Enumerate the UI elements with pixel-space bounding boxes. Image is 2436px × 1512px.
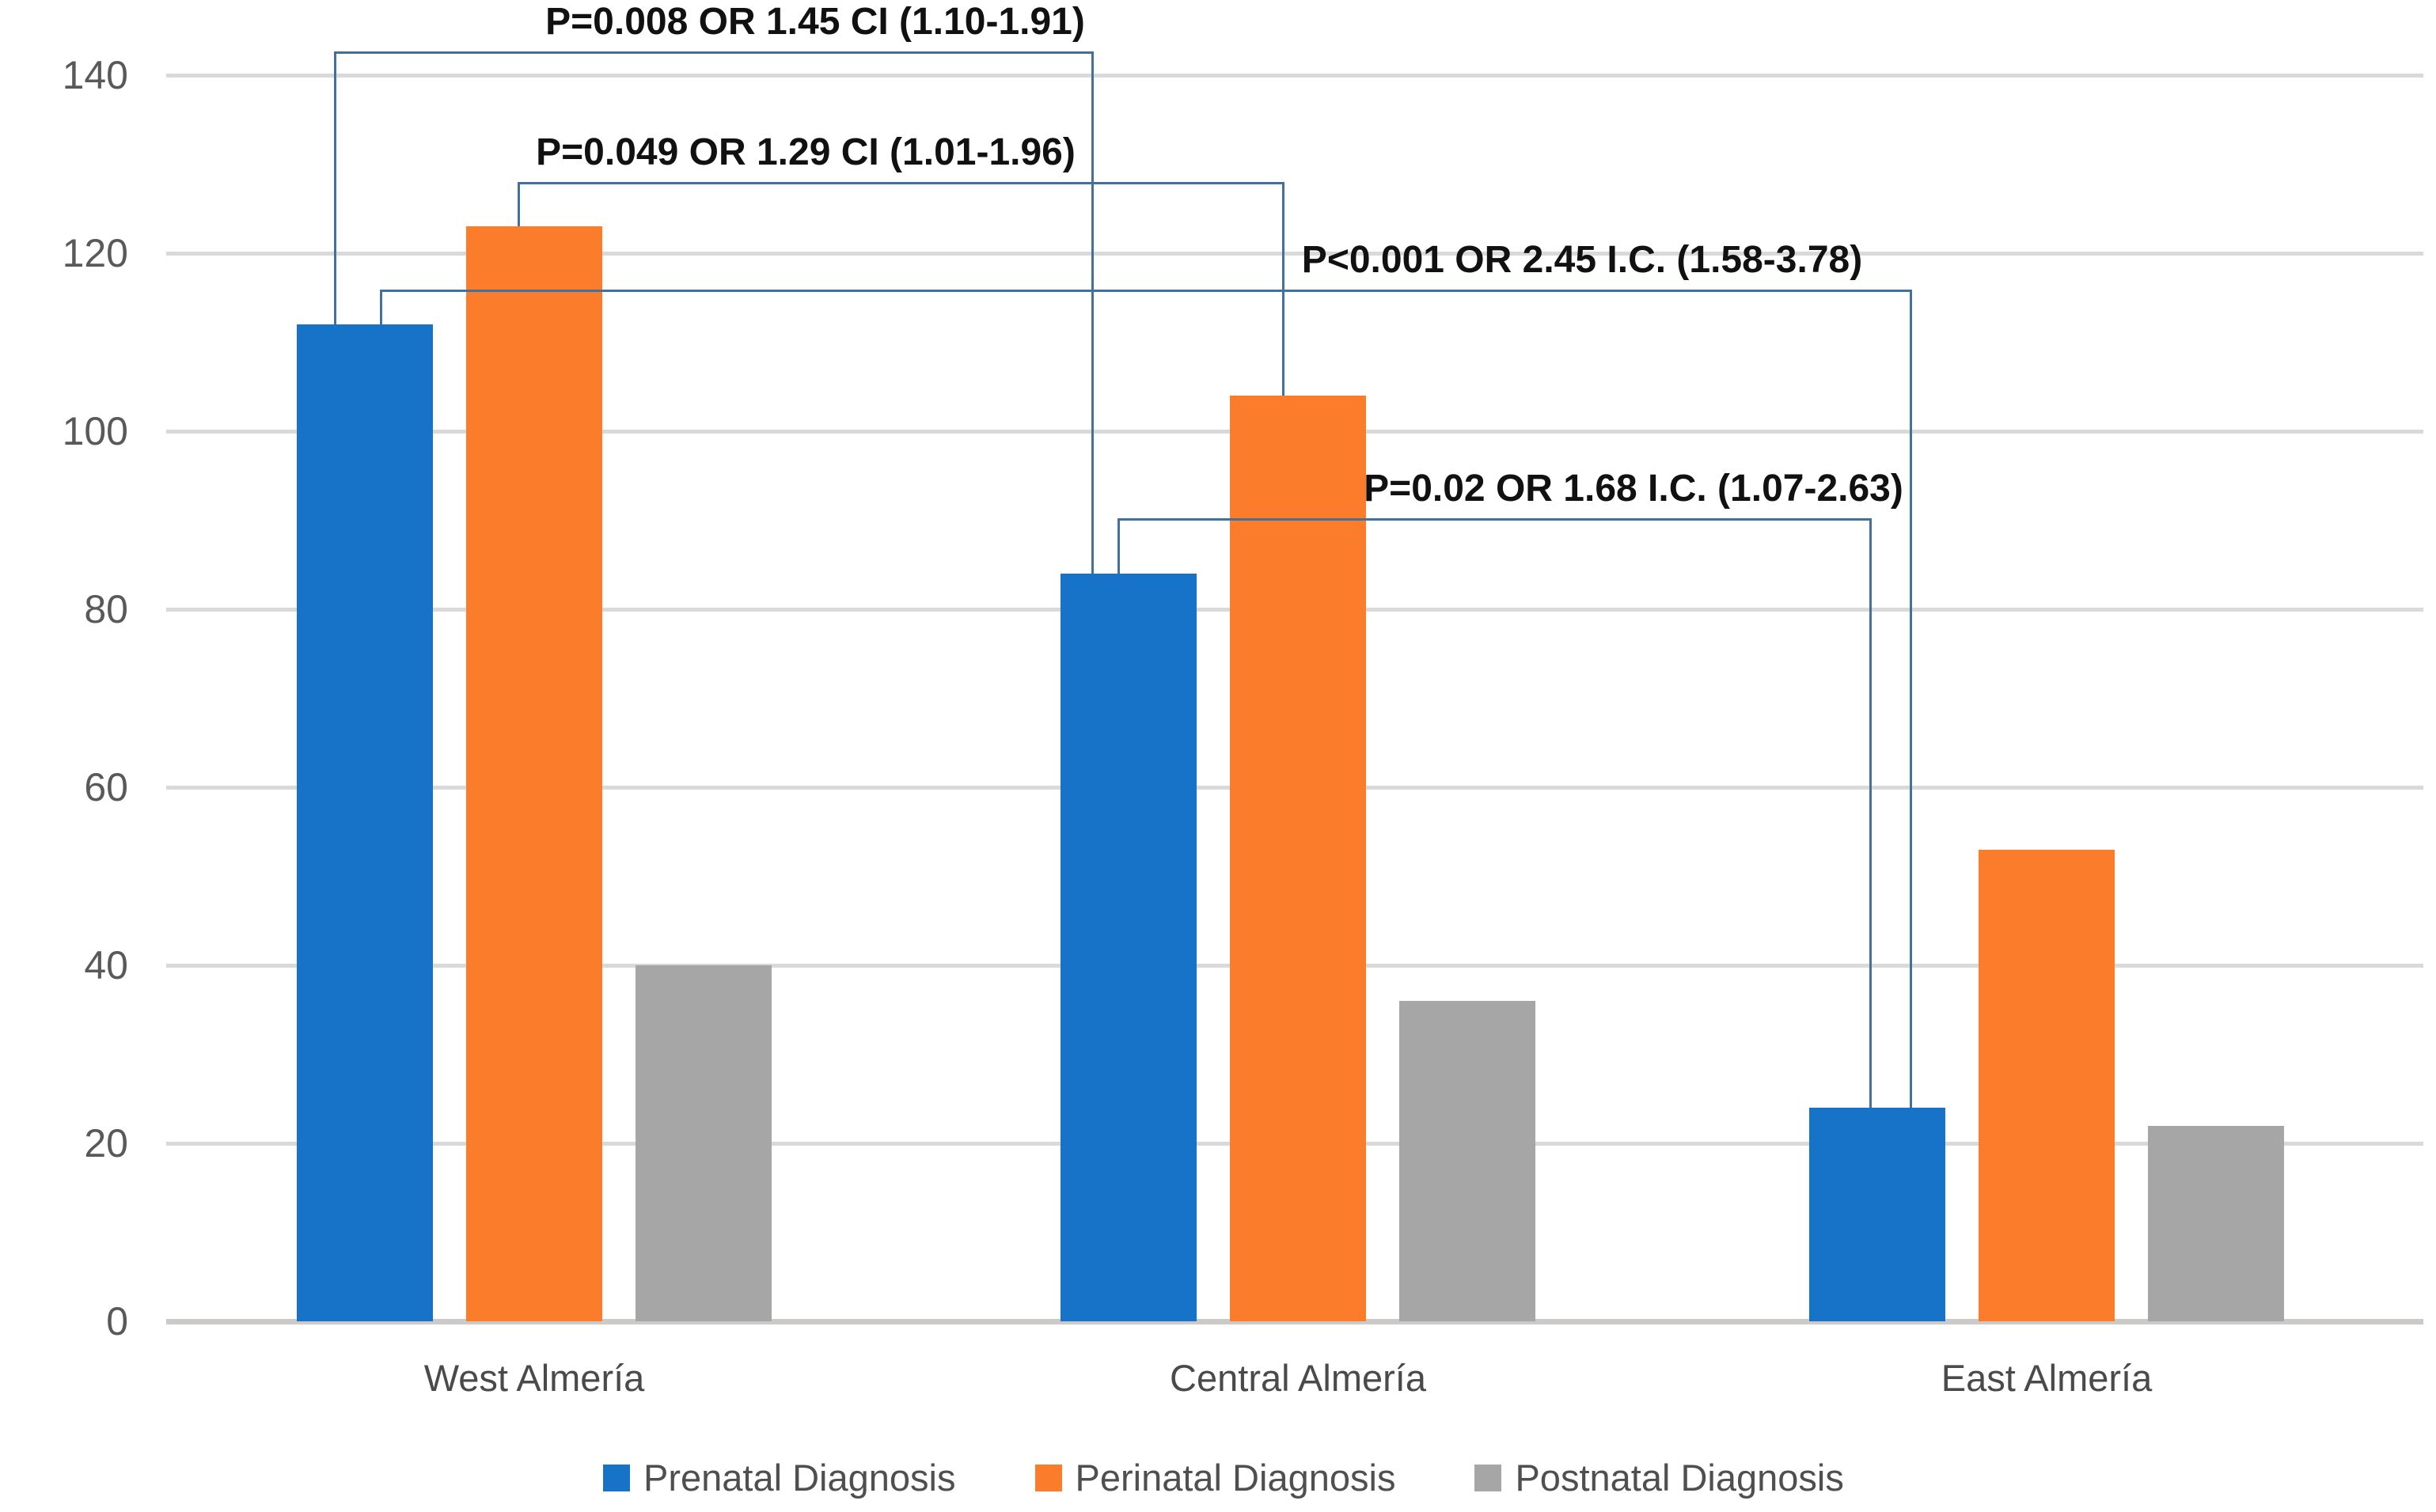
y-axis-tick-label-0: 0 bbox=[106, 1299, 128, 1343]
bar-perinatal-diagnosis-central-almer-a bbox=[1230, 396, 1366, 1321]
y-axis-tick-label-20: 20 bbox=[84, 1121, 128, 1165]
legend-label-prenatal-diagnosis: Prenatal Diagnosis bbox=[643, 1457, 956, 1499]
bar-prenatal-diagnosis-west-almer-a bbox=[297, 324, 433, 1321]
bar-perinatal-diagnosis-west-almer-a bbox=[466, 226, 602, 1321]
legend-item-perinatal-diagnosis: Perinatal Diagnosis bbox=[1034, 1456, 1396, 1500]
gridline-140 bbox=[166, 74, 2423, 78]
gridline-120 bbox=[166, 252, 2423, 256]
legend-swatch-perinatal-diagnosis bbox=[1034, 1465, 1062, 1491]
bar-perinatal-diagnosis-east-almer-a bbox=[1979, 849, 2115, 1321]
legend-item-postnatal-diagnosis: Postnatal Diagnosis bbox=[1474, 1456, 1844, 1500]
legend-swatch-prenatal-diagnosis bbox=[603, 1465, 630, 1491]
y-axis-tick-label-80: 80 bbox=[84, 587, 128, 631]
annotation-bracket-1-right-drop bbox=[1091, 51, 1094, 574]
bar-postnatal-diagnosis-west-almer-a bbox=[636, 965, 772, 1321]
annotation-bracket-3-span bbox=[380, 290, 1912, 292]
annotation-bracket-2-span bbox=[518, 182, 1284, 184]
annotation-bracket-2-right-drop bbox=[1282, 182, 1284, 396]
y-axis-tick-label-60: 60 bbox=[84, 765, 128, 809]
annotation-bracket-3-right-drop bbox=[1910, 290, 1912, 1108]
category-label-east-almer-a: East Almería bbox=[1941, 1357, 2153, 1399]
annotation-bracket-4-left-drop bbox=[1117, 518, 1120, 574]
legend-label-postnatal-diagnosis: Postnatal Diagnosis bbox=[1515, 1457, 1844, 1499]
category-label-west-almer-a: West Almería bbox=[423, 1357, 645, 1399]
annotation-label-4: P=0.02 OR 1.68 I.C. (1.07-2.63) bbox=[1364, 468, 1903, 510]
y-axis-tick-label-100: 100 bbox=[62, 409, 128, 453]
bar-prenatal-diagnosis-east-almer-a bbox=[1809, 1108, 1945, 1321]
legend-item-prenatal-diagnosis: Prenatal Diagnosis bbox=[603, 1456, 956, 1500]
annotation-bracket-4-span bbox=[1117, 518, 1872, 521]
annotation-label-3: P<0.001 OR 2.45 I.C. (1.58-3.78) bbox=[1301, 239, 1863, 281]
x-axis-line bbox=[166, 1319, 2423, 1324]
y-axis-tick-label-40: 40 bbox=[84, 943, 128, 987]
legend-label-perinatal-diagnosis: Perinatal Diagnosis bbox=[1075, 1457, 1396, 1499]
annotation-bracket-4-right-drop bbox=[1869, 518, 1872, 1108]
bar-postnatal-diagnosis-east-almer-a bbox=[2148, 1125, 2284, 1321]
bar-postnatal-diagnosis-central-almer-a bbox=[1399, 1001, 1535, 1321]
category-label-central-almer-a: Central Almería bbox=[1170, 1357, 1426, 1399]
y-axis-tick-label-140: 140 bbox=[62, 53, 128, 97]
legend-swatch-postnatal-diagnosis bbox=[1474, 1465, 1502, 1491]
y-axis-tick-label-120: 120 bbox=[62, 231, 128, 275]
annotation-bracket-1-span bbox=[334, 51, 1094, 54]
annotation-bracket-1-left-drop bbox=[334, 51, 336, 324]
annotation-bracket-3-left-drop bbox=[380, 290, 382, 324]
annotation-label-2: P=0.049 OR 1.29 CI (1.01-1.96) bbox=[536, 131, 1076, 173]
annotation-bracket-2-left-drop bbox=[518, 182, 520, 226]
bar-prenatal-diagnosis-central-almer-a bbox=[1061, 574, 1197, 1321]
legend: Prenatal Diagnosis Perinatal Diagnosis Pos… bbox=[603, 1456, 1844, 1500]
annotation-label-1: P=0.008 OR 1.45 CI (1.10-1.91) bbox=[545, 1, 1085, 43]
